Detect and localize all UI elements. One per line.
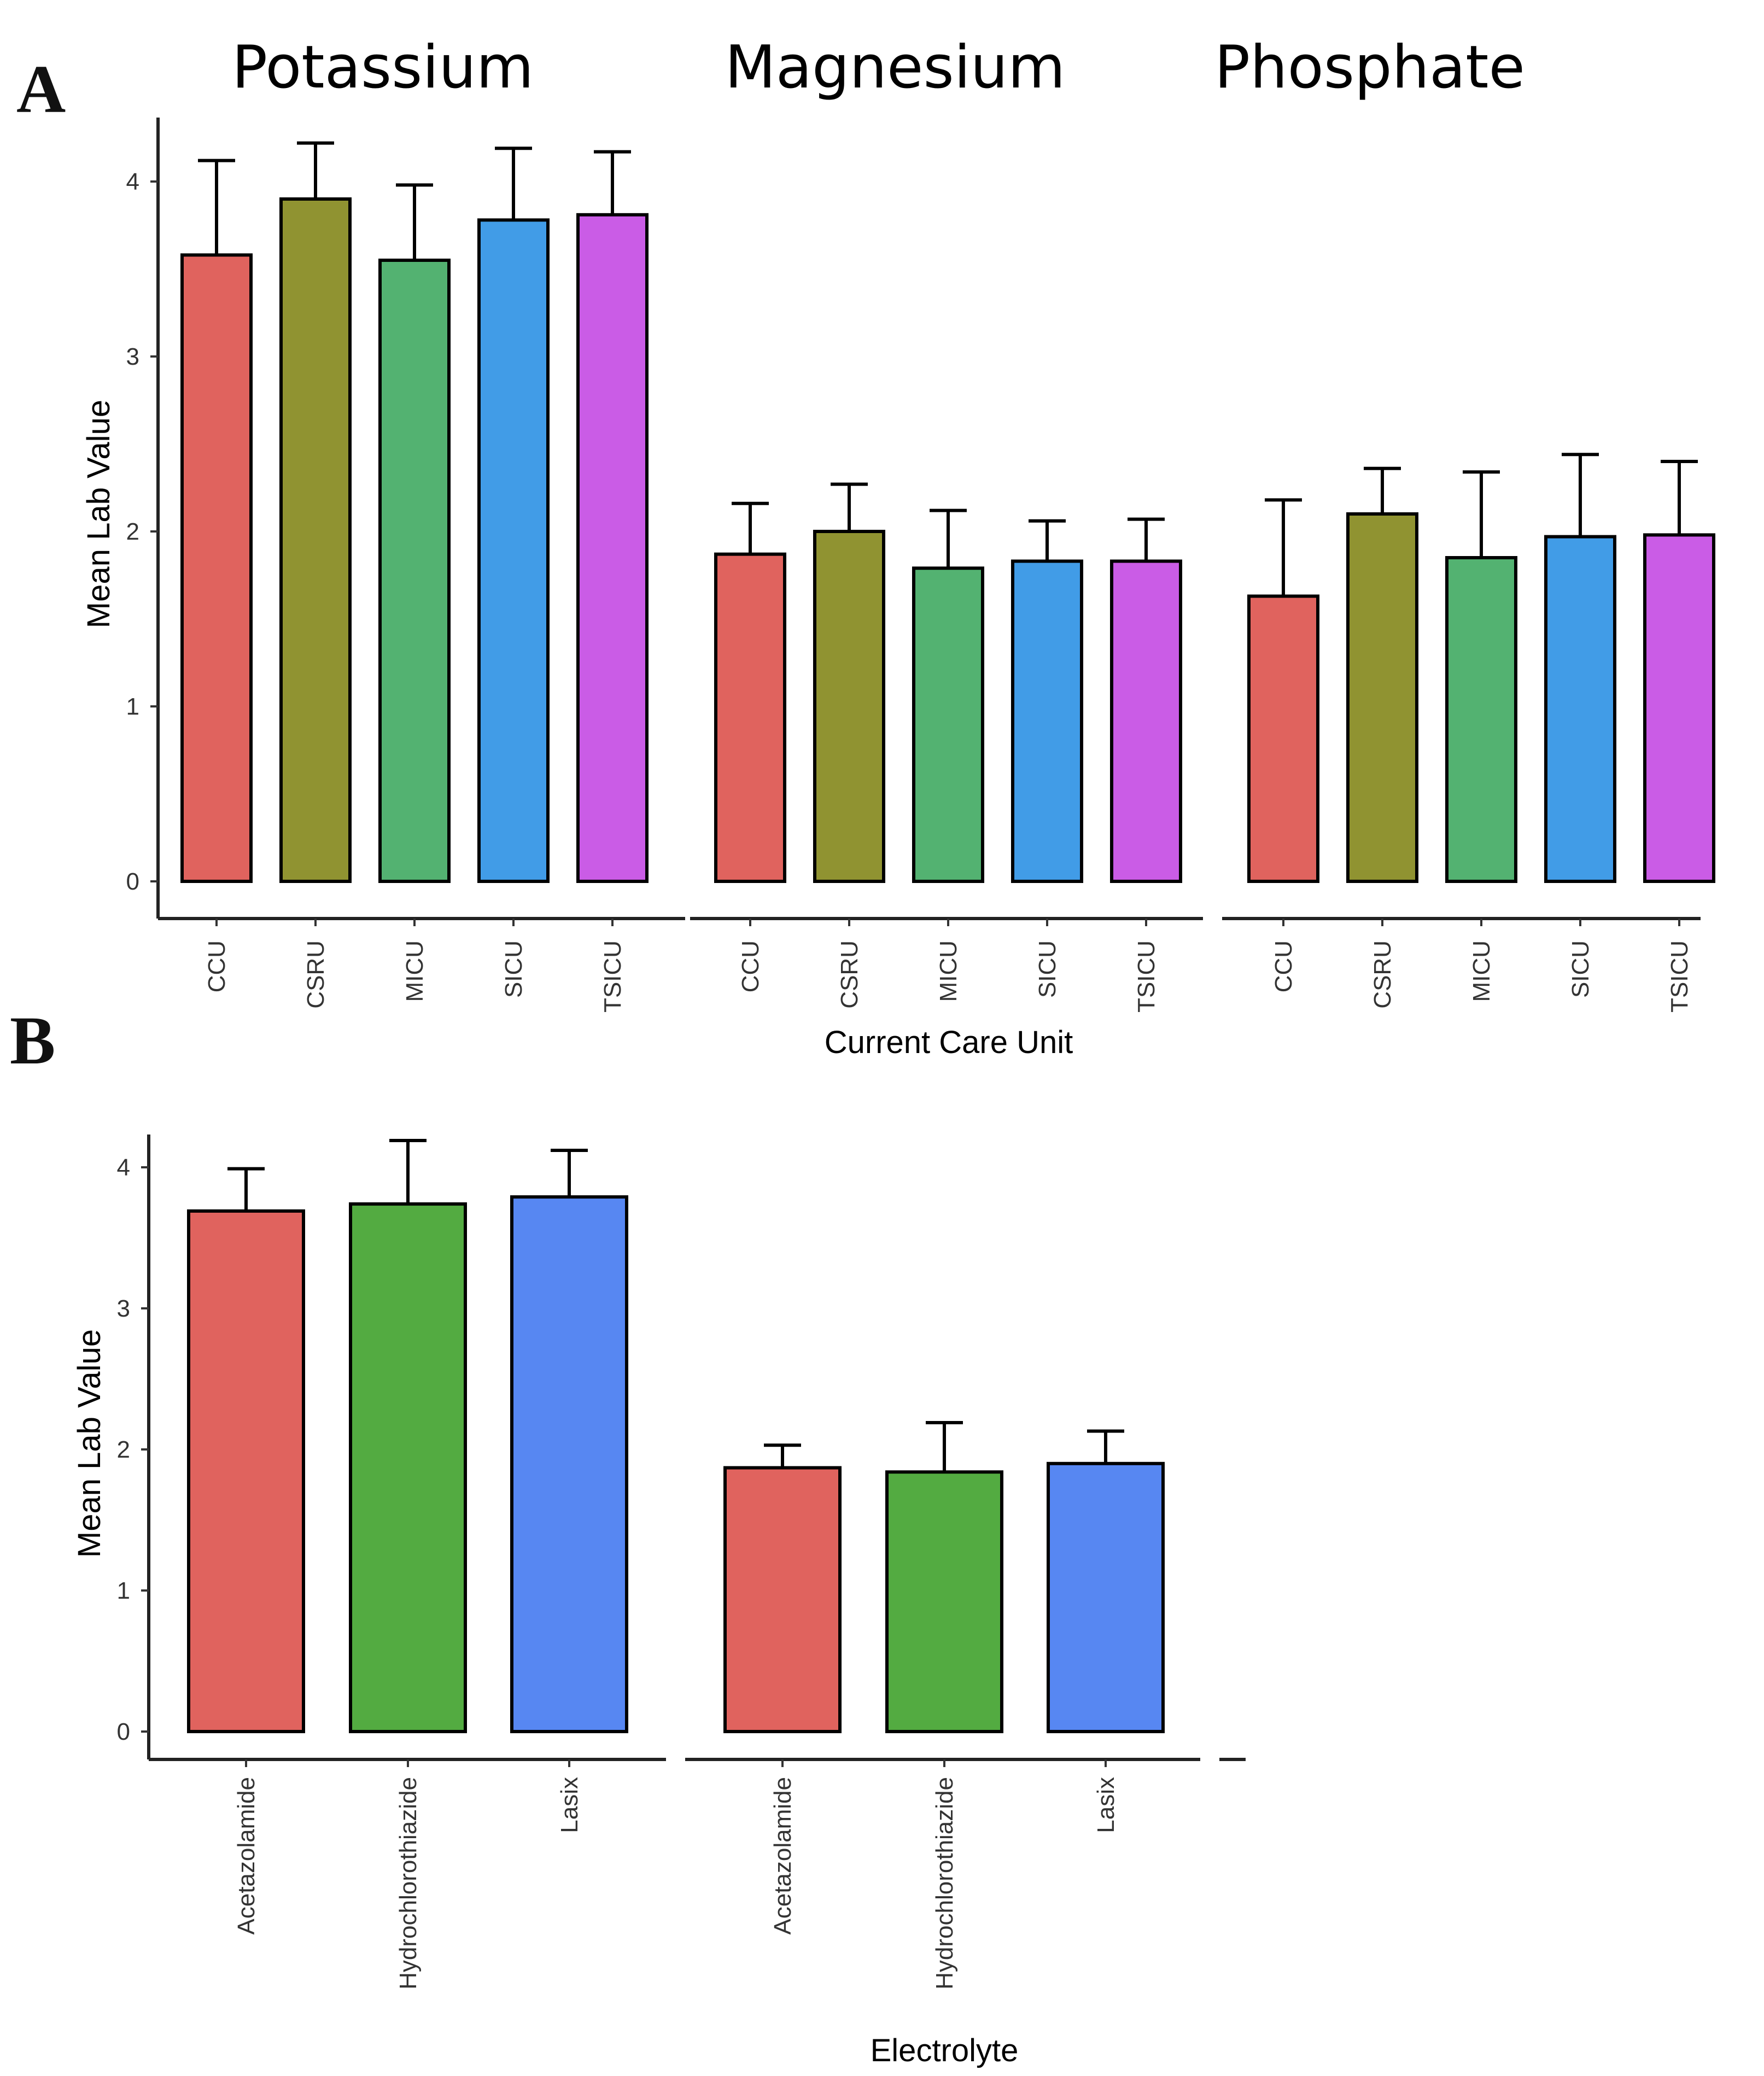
panel-label-b: B bbox=[10, 1003, 55, 1079]
bar bbox=[1047, 1461, 1165, 1734]
panel-label-a: A bbox=[16, 52, 66, 127]
x-tick-label: MICU bbox=[935, 940, 962, 1002]
bar bbox=[714, 552, 786, 883]
bar bbox=[378, 259, 451, 883]
x-tick-label: Acetazolamide bbox=[233, 1777, 260, 1935]
y-tick-label: 1 bbox=[126, 693, 139, 720]
bar bbox=[1544, 535, 1616, 883]
x-tick-label: TSICU bbox=[1666, 940, 1693, 1013]
bar bbox=[477, 218, 550, 883]
bar bbox=[279, 197, 352, 883]
x-tick-label: Lasix bbox=[1093, 1777, 1119, 1833]
x-tick-label: TSICU bbox=[599, 940, 626, 1013]
y-axis-title: Mean Lab Value bbox=[72, 1329, 107, 1558]
facet-title: Magnesium bbox=[725, 33, 1066, 102]
x-tick-label: CSRU bbox=[1369, 940, 1396, 1009]
x-tick-label: SICU bbox=[500, 940, 527, 998]
bar bbox=[813, 530, 885, 883]
x-tick-label: Hydrochlorothiazide bbox=[931, 1777, 958, 1990]
x-tick-label: MICU bbox=[401, 940, 428, 1002]
x-tick-label: CSRU bbox=[302, 940, 329, 1009]
facet-title: Potassium bbox=[232, 33, 534, 102]
bar bbox=[187, 1209, 305, 1733]
bar bbox=[510, 1195, 628, 1733]
y-tick-label: 0 bbox=[126, 868, 139, 895]
y-axis-title: Mean Lab Value bbox=[81, 400, 116, 628]
x-tick-label: Lasix bbox=[556, 1777, 583, 1833]
bar bbox=[723, 1466, 842, 1734]
y-tick-label: 2 bbox=[117, 1436, 130, 1463]
bar bbox=[1110, 559, 1182, 883]
facet-title: Phosphate bbox=[1214, 33, 1525, 102]
x-tick-label: Hydrochlorothiazide bbox=[395, 1777, 422, 1990]
chart-b: 0 1 2 3 4 Acetazolamide Hydrochlorothiazide Las… bbox=[72, 1135, 1246, 2068]
x-tick-label: SICU bbox=[1567, 940, 1594, 998]
y-tick-label: 1 bbox=[117, 1577, 130, 1604]
bar bbox=[1011, 559, 1083, 883]
x-tick-label: CSRU bbox=[836, 940, 863, 1009]
y-tick-label: 4 bbox=[117, 1154, 130, 1181]
y-tick-label: 4 bbox=[126, 168, 139, 195]
bar bbox=[349, 1202, 467, 1734]
y-tick-label: 2 bbox=[126, 518, 139, 545]
bar bbox=[1247, 594, 1319, 883]
bar bbox=[912, 566, 984, 883]
y-tick-label: 0 bbox=[117, 1718, 130, 1745]
y-tick-label: 3 bbox=[117, 1295, 130, 1322]
x-tick-label: CCU bbox=[203, 940, 230, 992]
x-tick-label: SICU bbox=[1034, 940, 1061, 998]
y-tick-label: 3 bbox=[126, 343, 139, 370]
x-tick-label: MICU bbox=[1468, 940, 1495, 1002]
x-tick-label: Acetazolamide bbox=[769, 1777, 796, 1935]
bar bbox=[1445, 556, 1517, 883]
x-tick-label: CCU bbox=[737, 940, 764, 992]
x-axis-title: Electrolyte bbox=[871, 2033, 1019, 2068]
bar bbox=[576, 213, 649, 883]
x-axis-title: Current Care Unit bbox=[825, 1025, 1073, 1060]
bar bbox=[180, 253, 253, 883]
x-tick-label: TSICU bbox=[1133, 940, 1160, 1013]
x-tick-label: CCU bbox=[1270, 940, 1297, 992]
bar bbox=[885, 1470, 1003, 1734]
bar bbox=[1643, 533, 1715, 883]
bar bbox=[1346, 512, 1418, 883]
chart-a: 0 1 2 3 4 Potassium CCU CSRU MICU SICU TSICU Magnes… bbox=[81, 33, 1715, 1060]
